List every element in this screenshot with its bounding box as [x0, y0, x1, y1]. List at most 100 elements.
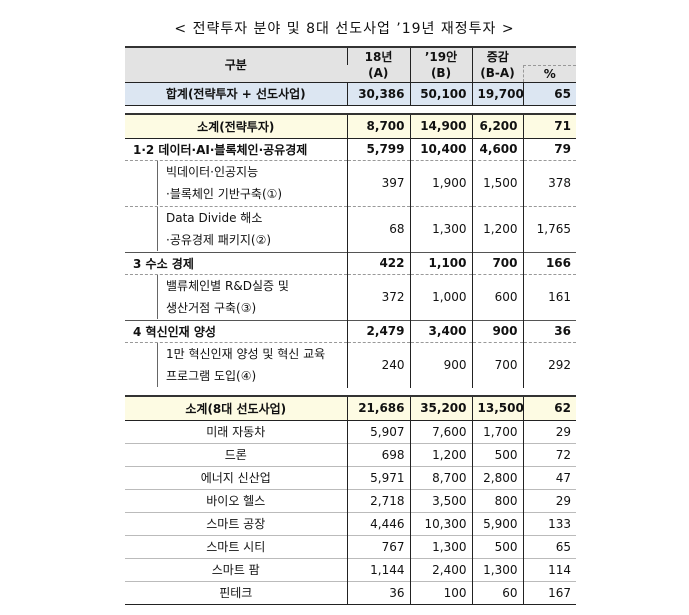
value-19: 100 [409, 580, 472, 605]
item-label: 스마트 시티 [125, 534, 347, 558]
item-label: 스마트 공장 [125, 511, 347, 535]
detail-row: 1만 혁신인재 양성 및 혁신 교육 프로그램 도입(④) 240 900 700 292 [125, 341, 576, 388]
value-pct: 47 [522, 465, 576, 489]
value-diff: 4,600 [471, 137, 523, 160]
detail-label-line: 프로그램 도입(④) [166, 369, 257, 383]
value-19: 3,400 [409, 319, 472, 342]
table-row: 핀테크 36 100 60 167 [125, 580, 576, 605]
value-diff: 900 [471, 319, 523, 342]
value-18: 36 [346, 580, 410, 605]
value-18: 767 [346, 534, 410, 558]
header-b-sub: (B) [409, 65, 472, 82]
value-19: 1,300 [409, 205, 472, 252]
value-19: 7,600 [409, 419, 472, 443]
detail-label-line: ·공유경제 패키지(②) [166, 233, 272, 247]
value-pct: 79 [522, 137, 576, 160]
detail-label-line: 생산거점 구축(③) [166, 301, 257, 315]
value-diff: 1,300 [471, 557, 523, 581]
value-19: 900 [409, 341, 472, 388]
value-19: 14,900 [409, 112, 472, 139]
value-18: 1,144 [346, 557, 410, 581]
value-pct: 71 [522, 112, 576, 139]
spacer-row [125, 387, 576, 396]
detail-row: 밸류체인별 R&D실증 및 생산거점 구축(③) 372 1,000 600 161 [125, 273, 576, 320]
value-18: 2,718 [346, 488, 410, 512]
category-label: 3 수소 경제 [125, 251, 347, 274]
value-pct: 36 [522, 319, 576, 342]
category-label: 1·2 데이터·AI·블록체인·공유경제 [125, 137, 347, 160]
value-diff: 700 [471, 341, 523, 388]
category-row: 1·2 데이터·AI·블록체인·공유경제 5,799 10,400 4,600 79 [125, 137, 576, 160]
value-diff: 1,500 [471, 159, 523, 206]
total-label: 합계(전략투자 + 선도사업) [125, 81, 347, 106]
value-diff: 1,700 [471, 419, 523, 443]
value-diff: 700 [471, 251, 523, 274]
total-b: 50,100 [409, 81, 472, 106]
detail-label-line: ·블록체인 기반구축(①) [166, 187, 283, 201]
value-pct: 161 [522, 273, 576, 320]
value-pct: 167 [522, 580, 576, 605]
value-18: 68 [346, 205, 410, 252]
detail-label-line: 1만 혁신인재 양성 및 혁신 교육 [166, 347, 326, 361]
item-label: 미래 자동차 [125, 419, 347, 443]
value-19: 10,400 [409, 137, 472, 160]
value-18: 5,799 [346, 137, 410, 160]
value-diff: 500 [471, 442, 523, 466]
total-diff: 19,700 [471, 81, 524, 106]
value-19: 8,700 [409, 465, 472, 489]
value-pct: 65 [522, 534, 576, 558]
detail-label-line: Data Divide 해소 [166, 211, 263, 225]
header-row: 구분 18년 ’19안 증감 [125, 47, 576, 82]
table-row: 미래 자동차 5,907 7,600 1,700 29 [125, 419, 576, 443]
value-19: 35,200 [409, 394, 472, 421]
total-row: 합계(전략투자 + 선도사업) 30,386 50,100 19,700 65 [125, 81, 576, 106]
category-label: 4 혁신인재 양성 [125, 319, 347, 342]
table-title: < 전략투자 분야 및 8대 선도사업 ’19년 재정투자 > [174, 21, 515, 37]
value-18: 21,686 [346, 394, 410, 421]
item-label: 드론 [125, 442, 347, 466]
budget-table: 구분 18년 ’19안 증감 (A) (B) (B-A) % 합계(전략투자 +… [125, 46, 576, 605]
spacer-row [125, 105, 576, 114]
value-19: 1,200 [409, 442, 472, 466]
table-row: 에너지 신산업 5,971 8,700 2,800 47 [125, 465, 576, 489]
detail-row: 빅데이터·인공지능 ·블록체인 기반구축(①) 397 1,900 1,500 378 [125, 159, 576, 206]
value-18: 8,700 [346, 112, 410, 139]
table-row: 스마트 팜 1,144 2,400 1,300 114 [125, 557, 576, 581]
value-pct: 166 [522, 251, 576, 274]
subtotal-leading-row: 소계(8대 선도사업) 21,686 35,200 13,500 62 [125, 394, 576, 421]
value-19: 1,300 [409, 534, 472, 558]
value-diff: 2,800 [471, 465, 523, 489]
header-b: ’19안 [409, 47, 472, 65]
value-diff: 6,200 [471, 112, 523, 139]
value-diff: 13,500 [471, 394, 524, 421]
value-18: 698 [346, 442, 410, 466]
value-diff: 5,900 [471, 511, 523, 535]
value-pct: 292 [522, 341, 576, 388]
value-19: 1,100 [409, 251, 472, 274]
value-diff: 1,200 [471, 205, 523, 252]
table-row: 스마트 시티 767 1,300 500 65 [125, 534, 576, 558]
value-18: 5,971 [346, 465, 410, 489]
value-18: 4,446 [346, 511, 410, 535]
value-19: 1,000 [409, 273, 472, 320]
detail-label-line: 밸류체인별 R&D실증 및 [166, 279, 289, 293]
subtotal-label: 소계(8대 선도사업) [125, 394, 347, 421]
value-pct: 378 [522, 159, 576, 206]
header-diff-sub: (B-A) [471, 65, 523, 82]
table-row: 스마트 공장 4,446 10,300 5,900 133 [125, 511, 576, 535]
header-diff: 증감 [471, 47, 523, 65]
category-row: 3 수소 경제 422 1,100 700 166 [125, 251, 576, 274]
table-row: 드론 698 1,200 500 72 [125, 442, 576, 466]
value-18: 2,479 [346, 319, 410, 342]
value-pct: 29 [522, 419, 576, 443]
value-19: 2,400 [409, 557, 472, 581]
value-pct: 133 [522, 511, 576, 535]
value-diff: 600 [471, 273, 523, 320]
value-19: 3,500 [409, 488, 472, 512]
value-pct: 1,765 [522, 205, 576, 252]
detail-label-line: 빅데이터·인공지능 [166, 165, 259, 179]
value-18: 5,907 [346, 419, 410, 443]
detail-label: 빅데이터·인공지능 ·블록체인 기반구축(①) [125, 159, 347, 206]
